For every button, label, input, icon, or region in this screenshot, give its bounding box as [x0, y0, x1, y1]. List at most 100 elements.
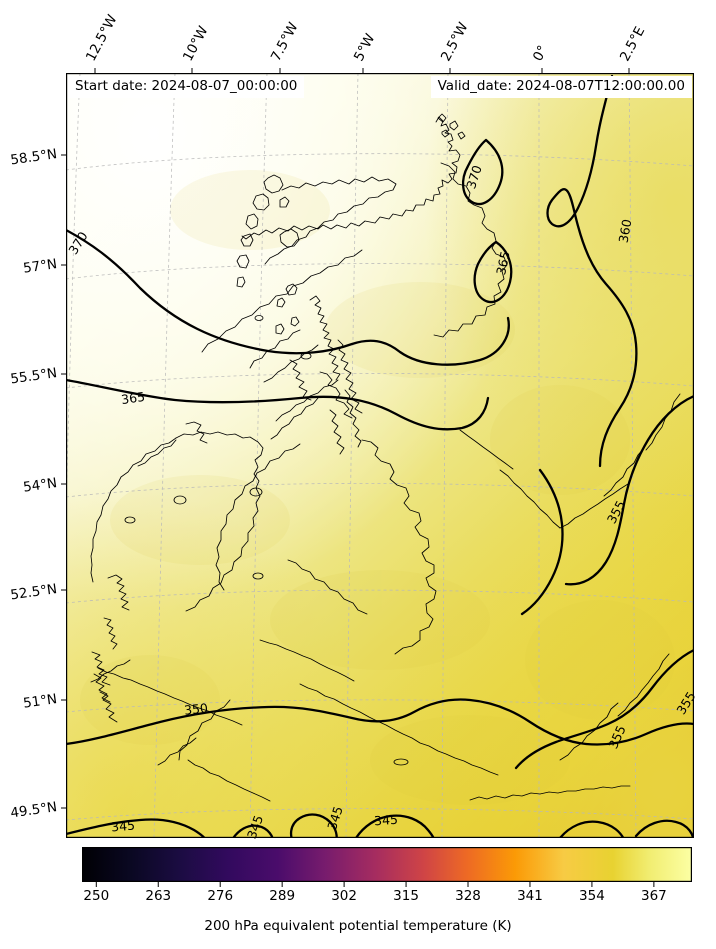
- coastline-colonsay: [254, 315, 264, 321]
- coastline-kintyre: [270, 397, 319, 440]
- coastline-connemara: [107, 574, 130, 611]
- contour-label-text: 360: [616, 218, 635, 244]
- field-texture: [80, 170, 675, 805]
- colorbar-tick-label: 276: [207, 888, 234, 904]
- coastline-scotland-highlands: [264, 176, 397, 265]
- contour-label: 370: [463, 163, 485, 190]
- coastline-orkney-d: [457, 131, 466, 140]
- coastline-wales-west: [215, 443, 301, 591]
- colorbar-ticks: [95, 882, 655, 887]
- coastline-firth-of-lorn: [319, 371, 353, 419]
- contour-label-text: 365: [493, 250, 513, 276]
- coastline-clyde: [344, 389, 362, 448]
- coastline-ayrshire: [329, 409, 345, 455]
- coastline-orkney-c: [441, 129, 450, 138]
- coastline-wales-south: [287, 559, 368, 615]
- coastline-donegal: [137, 439, 177, 467]
- coastline-mull: [285, 283, 298, 296]
- coastline-pas-de-calais: [559, 702, 619, 761]
- colorbar-gradient: [82, 847, 692, 882]
- contour-label-text: 350: [183, 700, 208, 717]
- coastline-orkney-b: [449, 120, 459, 131]
- contour-370-north: [461, 138, 504, 206]
- coastline-skye-north: [279, 196, 290, 208]
- coastline-ireland-east: [175, 431, 264, 612]
- contour-label: 345: [374, 812, 399, 829]
- contour-365-west: [66, 378, 490, 431]
- coastline-north-uist: [245, 213, 259, 230]
- coastline-dingle: [91, 651, 111, 686]
- colorbar-tick-label: 328: [455, 888, 481, 904]
- colorbar-tick-label: 367: [640, 888, 667, 904]
- coastline-harris: [252, 193, 270, 211]
- coastline-inner-hebrides-edge: [289, 359, 312, 401]
- contour-label: 360: [616, 218, 635, 244]
- contour-345-far-east: [634, 819, 694, 838]
- coastline-scotland-east: [433, 162, 508, 338]
- contour-345-east: [558, 820, 625, 838]
- contour-355-mid: [520, 468, 564, 616]
- coastline-layer: [90, 113, 681, 802]
- contour-label: 365: [493, 250, 513, 276]
- coastline-skye: [279, 228, 300, 248]
- contour-label: 345: [324, 804, 346, 831]
- coastline-cornwall-north: [178, 699, 231, 761]
- contour-label-text: 345: [374, 812, 399, 829]
- contour-label: 350: [183, 700, 208, 717]
- contour-345-west: [66, 818, 207, 838]
- coastline-great-glen: [337, 339, 363, 414]
- contour-360: [546, 74, 638, 468]
- coastline-shannon-estuary: [90, 659, 131, 683]
- contour-label-text: 365: [120, 389, 146, 407]
- coastline-south-uist: [236, 254, 250, 269]
- coastline-lochs-west: [249, 329, 301, 369]
- coastline-jura: [290, 316, 300, 327]
- coastline-south-england: [299, 683, 499, 776]
- contour-label-text: 370: [463, 163, 485, 190]
- contour-label: 345: [110, 817, 135, 834]
- contour-365-patch: [473, 240, 513, 304]
- contour-345-centre: [354, 814, 435, 838]
- coastline-cornwall-south: [187, 759, 271, 802]
- coastline-coll-tiree: [276, 297, 286, 308]
- colorbar-tick-label: 354: [579, 888, 605, 904]
- coastline-beara: [99, 691, 118, 723]
- coastline-islay: [275, 323, 285, 335]
- coastline-jutland-north: [645, 393, 681, 451]
- coastline-scotland-north: [241, 116, 461, 240]
- coastline-scotland-west: [201, 249, 363, 353]
- coastline-ireland-south: [97, 667, 243, 726]
- coastline-orkney-a: [437, 113, 447, 123]
- coastline-ireland-west: [90, 437, 177, 583]
- coastline-isle-of-wight: [393, 758, 409, 766]
- contour-355-southeast: [514, 648, 694, 770]
- contour-layer: [66, 74, 694, 838]
- coastline-england-east: [361, 439, 437, 655]
- coastline-iveragh: [93, 673, 111, 703]
- coastline-lands-end: [157, 737, 197, 766]
- axis-ticks: [61, 68, 630, 809]
- colorbar-frame: [81, 846, 692, 882]
- coastline-belgium-netherlands: [617, 653, 670, 717]
- contour-label: 365: [120, 389, 146, 407]
- coastline-dogger: [499, 469, 561, 529]
- coastline-barra: [236, 276, 246, 288]
- contour-345-centre-b: [289, 813, 338, 838]
- coastline-lewis: [263, 174, 284, 194]
- coastline-isle-of-man: [249, 487, 263, 497]
- coastline-donegal-north: [185, 421, 208, 444]
- colorbar-tick-label: 289: [269, 888, 296, 904]
- contour-label-text: 345: [110, 817, 135, 834]
- coastline-kintyre-west: [275, 379, 339, 422]
- coastline-denmark-west: [559, 483, 629, 529]
- coastline-mull-sound: [263, 344, 319, 383]
- contour-355-east: [564, 394, 694, 586]
- colorbar[interactable]: [81, 846, 692, 887]
- coastline-anglesey: [252, 572, 264, 580]
- colorbar-tick-label: 341: [517, 888, 543, 904]
- colorbar-tick-label: 250: [83, 888, 110, 904]
- coastline-benbecula: [240, 233, 254, 247]
- coastline-north-france: [469, 785, 631, 801]
- coastline-bristol-channel: [259, 639, 355, 682]
